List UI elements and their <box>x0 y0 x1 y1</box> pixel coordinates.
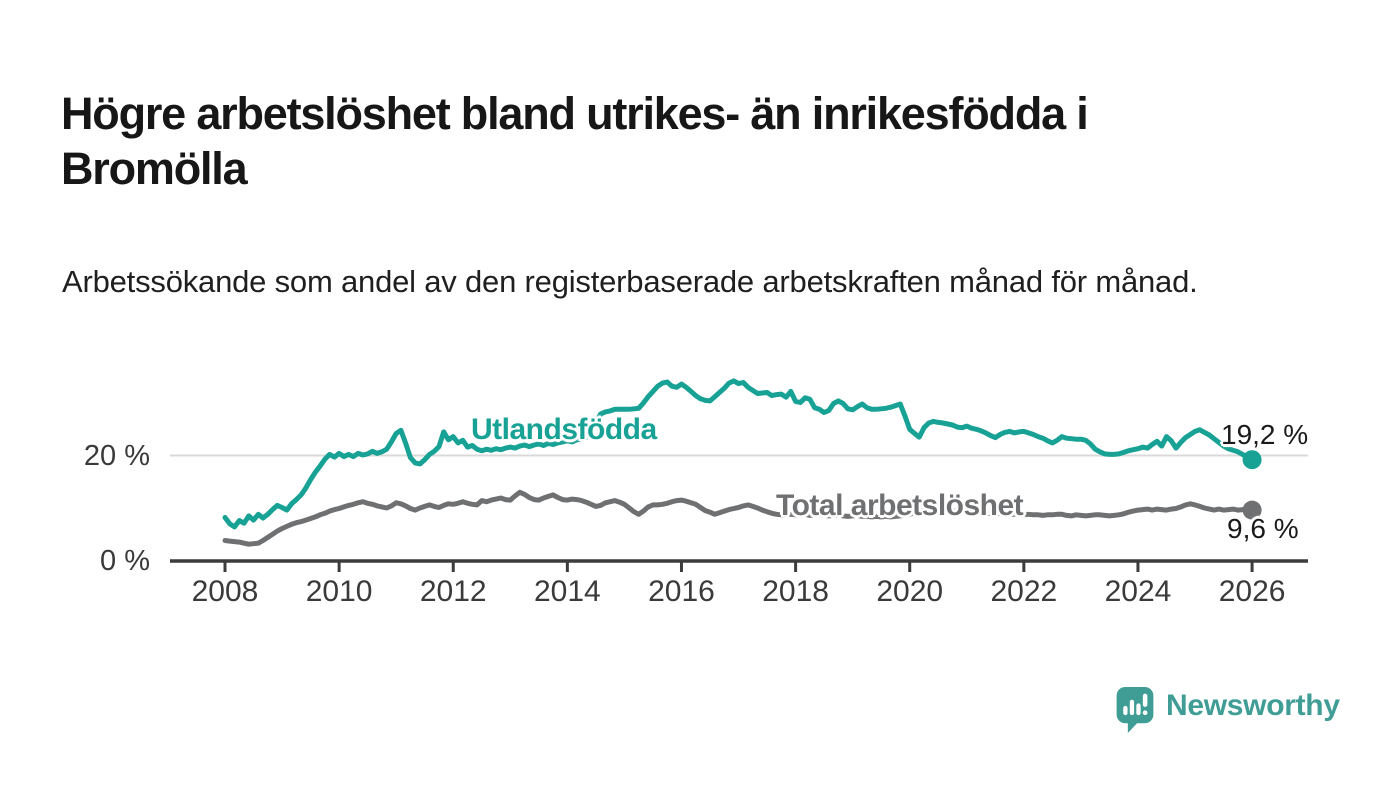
x-tick-label-2010: 2010 <box>305 575 373 608</box>
y-tick-label-0: 0 % <box>100 544 150 577</box>
newsworthy-logo: Newsworthy <box>1116 687 1376 737</box>
y-tick-label-20: 20 % <box>83 439 150 472</box>
series-line-utlandsfodda <box>222 378 1255 530</box>
x-tick-label-2020: 2020 <box>876 575 944 608</box>
end-point-dot-total-arbetsloshet <box>1242 500 1262 520</box>
x-tick-label-2016: 2016 <box>648 575 715 608</box>
series-label-utlandsfodda: Utlandsfödda <box>471 413 657 446</box>
series-label-total-arbetsloshet: Total arbetslöshet <box>776 489 1024 522</box>
x-tick-label-2026: 2026 <box>1218 575 1286 608</box>
x-tick-label-2022: 2022 <box>990 575 1058 608</box>
chart-subtitle: Arbetssökande som andel av den registerb… <box>62 264 1198 299</box>
x-tick-label-2012: 2012 <box>419 575 487 608</box>
series-line-total-arbetsloshet <box>222 489 1255 547</box>
end-value-label-utlandsfodda: 19,2 % <box>1221 419 1309 450</box>
end-point-dot-utlandsfodda <box>1242 450 1262 470</box>
end-value-label-total: 9,6 % <box>1227 513 1299 544</box>
x-tick-label-2018: 2018 <box>762 575 829 608</box>
x-tick-label-2014: 2014 <box>533 575 601 608</box>
x-tick-label-2008: 2008 <box>191 575 259 608</box>
newsworthy-speech-bubble-bar-chart-icon <box>1116 687 1154 733</box>
newsworthy-logo-text: Newsworthy <box>1166 689 1340 722</box>
page-title: Högre arbetslöshet bland utrikes- än inr… <box>61 88 1089 195</box>
x-tick-label-2024: 2024 <box>1104 575 1172 608</box>
